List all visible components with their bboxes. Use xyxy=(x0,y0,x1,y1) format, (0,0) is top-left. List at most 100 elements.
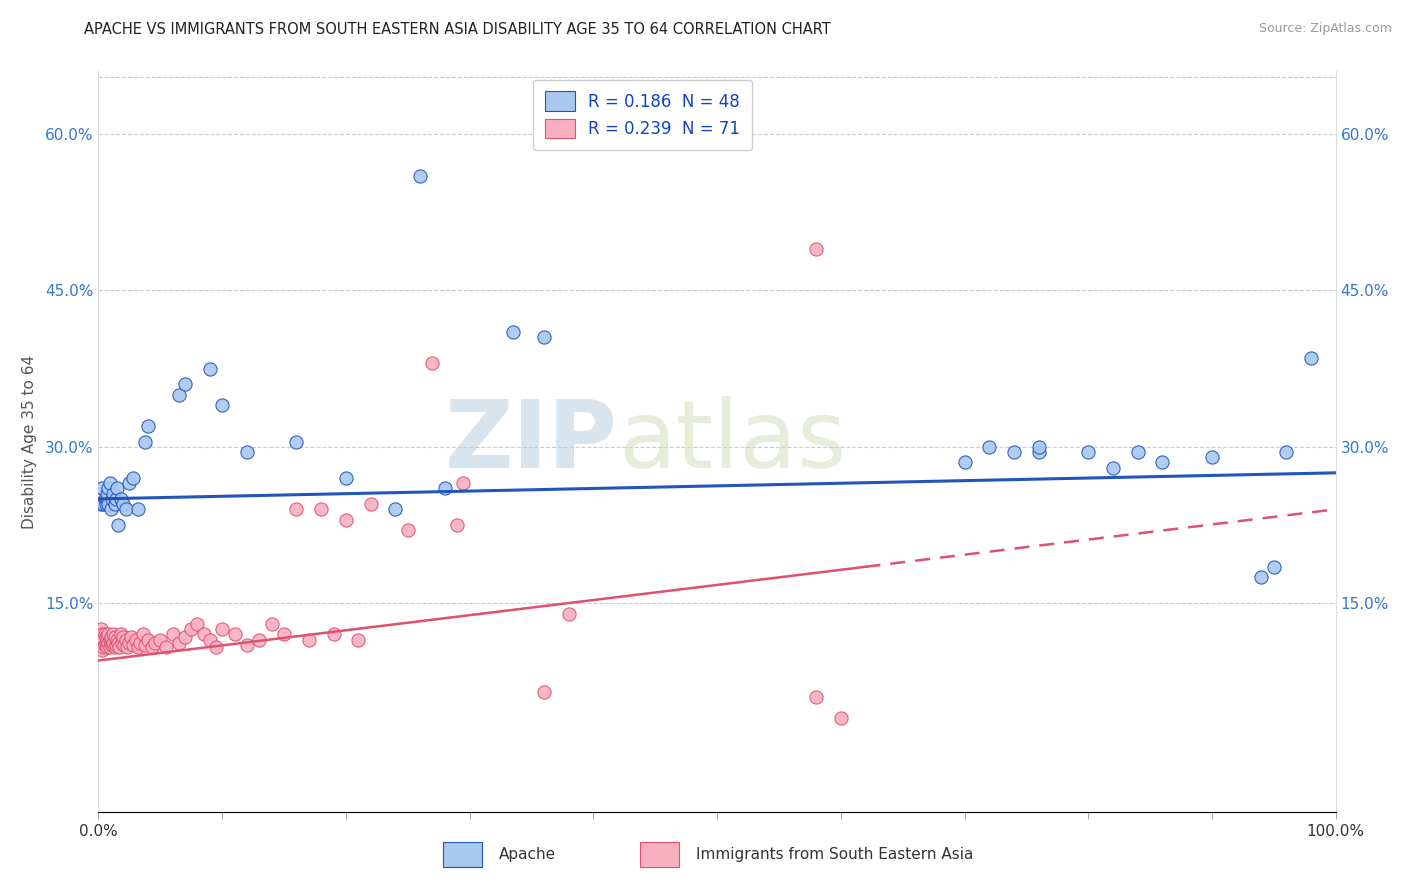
Point xyxy=(396,523,419,537)
Point xyxy=(273,627,295,641)
Point xyxy=(804,690,827,704)
Point xyxy=(167,636,190,650)
Point xyxy=(236,445,259,459)
Point xyxy=(205,640,228,654)
Point xyxy=(93,627,115,641)
Point xyxy=(804,242,827,256)
Point xyxy=(93,491,115,506)
Point xyxy=(93,497,115,511)
Point xyxy=(118,636,141,650)
Point xyxy=(247,632,270,647)
Point xyxy=(186,617,208,632)
Point xyxy=(1002,445,1025,459)
Point xyxy=(360,497,382,511)
Point xyxy=(1126,445,1149,459)
Point xyxy=(134,638,156,652)
Point xyxy=(101,638,124,652)
Point xyxy=(198,361,221,376)
Point xyxy=(96,640,118,654)
Point xyxy=(224,627,246,641)
Point xyxy=(1028,440,1050,454)
Point xyxy=(953,455,976,469)
Y-axis label: Disability Age 35 to 64: Disability Age 35 to 64 xyxy=(21,354,37,529)
Point xyxy=(93,640,115,654)
Point xyxy=(830,711,852,725)
Point xyxy=(98,476,121,491)
Point xyxy=(198,632,221,647)
Point xyxy=(103,640,125,654)
Point xyxy=(114,632,136,647)
Point xyxy=(180,622,202,636)
Point xyxy=(211,398,233,412)
Point xyxy=(1201,450,1223,465)
Point xyxy=(110,491,132,506)
Legend: R = 0.186  N = 48, R = 0.239  N = 71: R = 0.186 N = 48, R = 0.239 N = 71 xyxy=(533,79,752,150)
Point xyxy=(174,630,197,644)
Point xyxy=(118,476,141,491)
Point xyxy=(174,377,197,392)
Point xyxy=(167,387,190,401)
Point xyxy=(1102,460,1125,475)
Point xyxy=(322,627,344,641)
Point xyxy=(127,640,149,654)
Point xyxy=(433,482,456,496)
Point xyxy=(453,476,475,491)
Point xyxy=(162,627,184,641)
Text: Source: ZipAtlas.com: Source: ZipAtlas.com xyxy=(1258,22,1392,36)
Point xyxy=(409,169,432,183)
Point xyxy=(1028,445,1050,459)
Point xyxy=(90,497,112,511)
Point xyxy=(149,632,172,647)
Point xyxy=(103,630,125,644)
Text: Immigrants from South Eastern Asia: Immigrants from South Eastern Asia xyxy=(696,847,973,862)
Point xyxy=(143,636,166,650)
Point xyxy=(1152,455,1174,469)
Point xyxy=(136,418,159,433)
Point xyxy=(502,325,524,339)
Point xyxy=(1250,570,1272,584)
Point xyxy=(103,636,125,650)
Point xyxy=(93,632,115,647)
Point xyxy=(96,491,118,506)
Point xyxy=(557,607,579,621)
Point xyxy=(136,632,159,647)
Text: APACHE VS IMMIGRANTS FROM SOUTH EASTERN ASIA DISABILITY AGE 35 TO 64 CORRELATION: APACHE VS IMMIGRANTS FROM SOUTH EASTERN … xyxy=(84,22,831,37)
Point xyxy=(104,491,127,506)
Point xyxy=(124,632,146,647)
Point xyxy=(101,491,124,506)
Point xyxy=(103,486,125,500)
Point xyxy=(132,627,155,641)
Point xyxy=(96,486,118,500)
Point xyxy=(103,627,125,641)
Point xyxy=(112,630,135,644)
Point xyxy=(1263,559,1285,574)
Point xyxy=(285,434,308,449)
Point xyxy=(120,630,142,644)
Point xyxy=(533,685,555,699)
Point xyxy=(122,638,145,652)
Point xyxy=(90,622,112,636)
Point xyxy=(94,630,117,644)
Point xyxy=(211,622,233,636)
Point xyxy=(155,640,177,654)
Point xyxy=(193,627,215,641)
Point xyxy=(90,638,112,652)
Text: Apache: Apache xyxy=(499,847,557,862)
Point xyxy=(141,640,163,654)
Point xyxy=(298,632,321,647)
Point xyxy=(446,518,468,533)
Point xyxy=(134,434,156,449)
Point xyxy=(98,640,121,654)
Point xyxy=(94,636,117,650)
Point xyxy=(91,627,114,641)
Point xyxy=(93,638,115,652)
Text: atlas: atlas xyxy=(619,395,846,488)
Point xyxy=(97,497,120,511)
Point xyxy=(979,440,1001,454)
Point xyxy=(103,497,125,511)
Point xyxy=(96,632,118,647)
Point xyxy=(105,632,128,647)
Point xyxy=(97,636,120,650)
Point xyxy=(100,636,122,650)
Point xyxy=(335,471,357,485)
